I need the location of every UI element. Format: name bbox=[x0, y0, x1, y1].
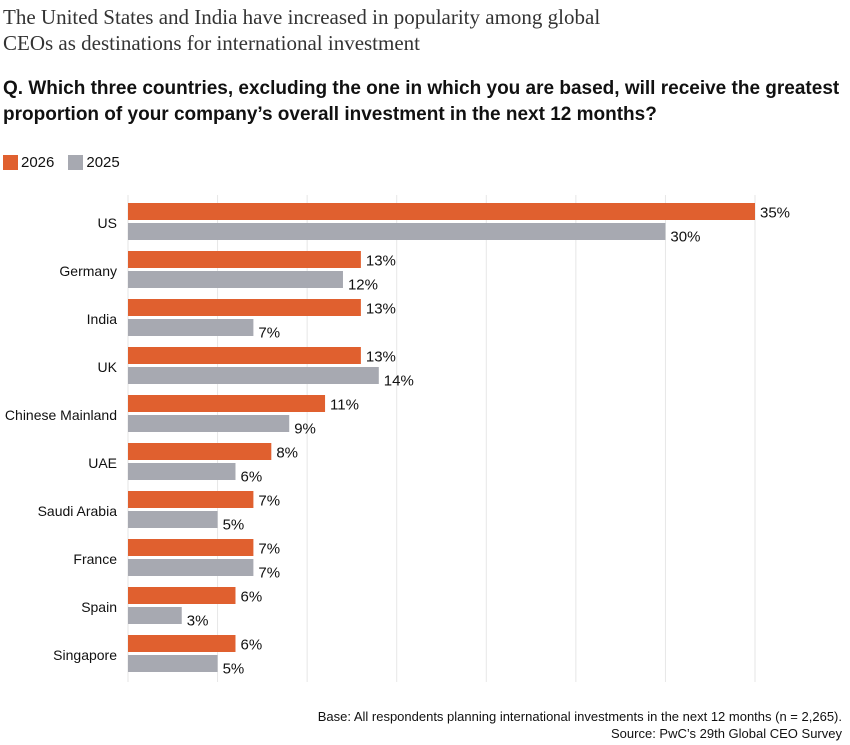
data-label-2025: 9% bbox=[294, 421, 316, 438]
data-label-2026: 6% bbox=[240, 637, 262, 654]
bar-2025 bbox=[128, 655, 218, 672]
legend-label-2026: 2026 bbox=[21, 154, 55, 171]
legend: 2026 2025 bbox=[3, 154, 120, 171]
bar-2026 bbox=[128, 587, 236, 604]
data-label-2025: 6% bbox=[240, 469, 262, 486]
bar-2025 bbox=[128, 367, 379, 384]
category-label: Singapore bbox=[53, 647, 117, 663]
base-note: Base: All respondents planning internati… bbox=[317, 709, 842, 724]
data-label-2025: 7% bbox=[258, 325, 280, 342]
bar-2026 bbox=[128, 539, 254, 556]
category-label: US bbox=[98, 215, 117, 231]
bar-2025 bbox=[128, 415, 290, 432]
category-label: Spain bbox=[81, 599, 117, 615]
data-label-2026: 35% bbox=[760, 205, 790, 222]
chart-title: The United States and India have increas… bbox=[3, 5, 601, 55]
bar-chart: US 35% 30% Germany 13% 12% India 13% 7% UK 13% 14% C… bbox=[5, 195, 790, 682]
bar-2025 bbox=[128, 271, 343, 288]
data-label-2025: 12% bbox=[348, 277, 378, 294]
data-label-2026: 7% bbox=[258, 541, 280, 558]
data-label-2026: 11% bbox=[330, 397, 359, 414]
data-label-2026: 13% bbox=[366, 301, 396, 318]
bar-2026 bbox=[128, 347, 361, 364]
data-label-2026: 6% bbox=[240, 589, 262, 606]
bar-2026 bbox=[128, 443, 272, 460]
data-label-2026: 13% bbox=[366, 349, 396, 366]
bar-2026 bbox=[128, 395, 326, 412]
legend-swatch-2026 bbox=[3, 155, 18, 170]
category-label: France bbox=[73, 551, 117, 567]
bar-2025 bbox=[128, 511, 218, 528]
legend-item-2026: 2026 bbox=[3, 154, 54, 171]
bar-2026 bbox=[128, 635, 236, 652]
bar-2026 bbox=[128, 299, 361, 316]
legend-swatch-2025 bbox=[68, 155, 84, 170]
data-label-2026: 13% bbox=[366, 253, 396, 270]
data-label-2026: 7% bbox=[258, 493, 280, 510]
data-label-2025: 5% bbox=[223, 517, 245, 534]
bar-2025 bbox=[128, 559, 254, 576]
data-label-2025: 30% bbox=[670, 229, 700, 246]
bar-2025 bbox=[128, 319, 254, 336]
bar-2026 bbox=[128, 491, 254, 508]
data-label-2025: 7% bbox=[258, 565, 280, 582]
bar-2026 bbox=[128, 251, 361, 268]
category-label: UAE bbox=[88, 455, 117, 471]
data-label-2025: 5% bbox=[223, 661, 245, 678]
category-label: UK bbox=[98, 359, 118, 375]
category-label: Chinese Mainland bbox=[5, 407, 117, 423]
data-label-2025: 3% bbox=[187, 613, 209, 630]
bar-2026 bbox=[128, 203, 755, 220]
legend-item-2025: 2025 bbox=[68, 154, 120, 171]
chart-question: Q. Which three countries, excluding the … bbox=[3, 78, 840, 125]
bar-2025 bbox=[128, 223, 666, 240]
data-label-2025: 14% bbox=[384, 373, 414, 390]
data-label-2026: 8% bbox=[276, 445, 298, 462]
source-note: Source: PwC’s 29th Global CEO Survey bbox=[611, 726, 842, 741]
category-label: India bbox=[87, 311, 118, 327]
chart-footer: Base: All respondents planning internati… bbox=[318, 708, 842, 742]
bar-2025 bbox=[128, 463, 236, 480]
category-label: Saudi Arabia bbox=[38, 503, 118, 519]
bar-2025 bbox=[128, 607, 182, 624]
category-label: Germany bbox=[59, 263, 117, 279]
legend-label-2025: 2025 bbox=[86, 154, 120, 171]
